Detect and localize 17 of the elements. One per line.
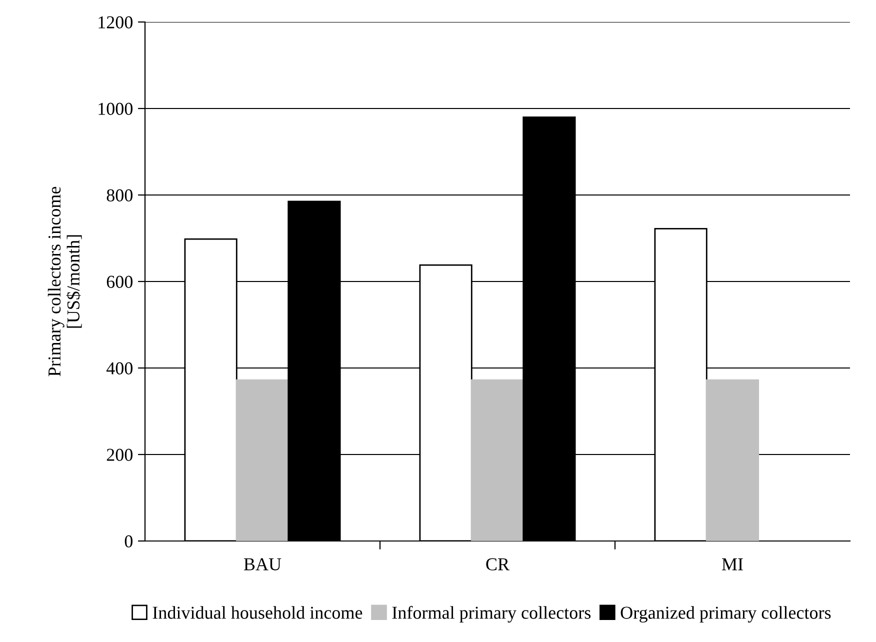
bar (470, 379, 524, 541)
x-tick-label: CR (486, 558, 510, 570)
bar (706, 379, 760, 541)
bar (236, 379, 290, 541)
y-tick-label: 1200 (98, 16, 133, 28)
y-tick-label: 0 (124, 535, 133, 548)
y-tick-label: 800 (106, 189, 133, 202)
y-tick-label: 1000 (98, 102, 133, 115)
y-axis-title: Primary collectors income [US$/month] (48, 186, 82, 376)
y-tick-label: 400 (106, 362, 133, 374)
legend-label: Individual household income (152, 606, 362, 619)
x-tick-label: MI (722, 558, 743, 570)
x-tick-label: BAU (244, 558, 282, 570)
legend-label: Informal primary collectors (392, 606, 591, 623)
legend-label: Organized primary collectors (620, 606, 831, 623)
y-tick-label: 200 (106, 448, 133, 461)
y-tick-label: 600 (106, 276, 133, 288)
